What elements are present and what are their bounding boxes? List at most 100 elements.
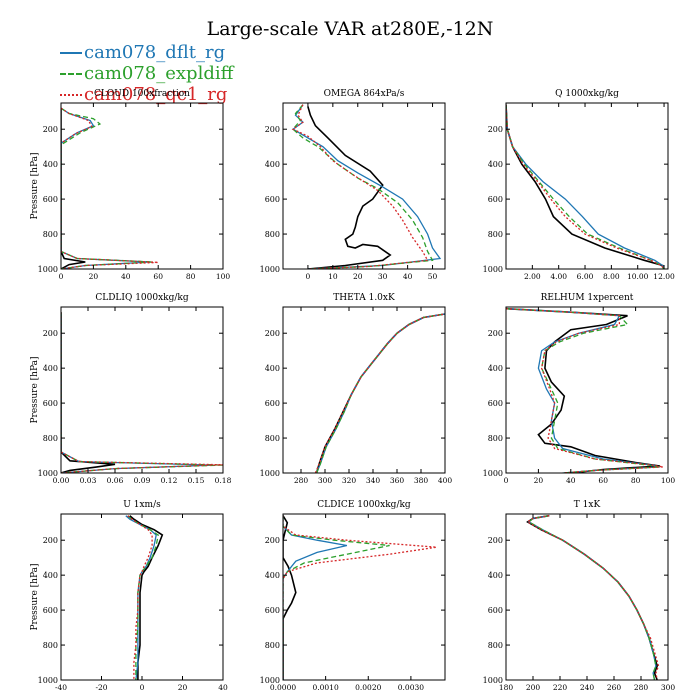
ytick-label-7-3: 800 [265,641,280,650]
series-line-7-2 [283,515,390,680]
panel-frame-7 [282,513,446,681]
ytick-label-7-1: 400 [265,571,280,580]
panel-frame-1 [282,102,446,270]
xtick-label-2-0: 2.00 [524,272,541,281]
xtick-label-7-2: 0.0020 [355,683,381,692]
legend: cam078_dflt_rg cam078_expldiff cam078_qc… [60,42,233,105]
series-line-8-3 [526,515,660,680]
ytick-label-2-2: 600 [488,195,503,204]
legend-label-expldiff: cam078_expldiff [84,63,234,84]
legend-entry-qc1: cam078_qc1_rg [60,84,233,105]
xtick-label-4-3: 340 [366,476,381,485]
xtick-label-1-4: 40 [403,272,413,281]
series-line-4-3 [314,313,445,473]
series-line-5-3 [506,308,664,473]
ytick-label-1-4: 1000 [260,265,280,274]
ytick-label-6-4: 1000 [38,676,58,685]
series-line-4-2 [315,313,445,473]
series-line-8-1 [527,515,657,680]
xtick-label-5-2: 40 [566,476,576,485]
ytick-label-2-4: 1000 [483,265,503,274]
ytick-label-8-1: 400 [488,571,503,580]
xtick-label-4-4: 360 [390,476,405,485]
ytick-label-1-0: 200 [265,125,280,134]
xtick-label-5-1: 20 [534,476,544,485]
ytick-label-1-2: 600 [265,195,280,204]
ytick-label-8-0: 200 [488,536,503,545]
series-line-3-0 [61,312,116,473]
xtick-label-5-3: 60 [598,476,608,485]
ytick-label-6-3: 800 [43,641,58,650]
ytick-label-0-1: 400 [43,160,58,169]
xtick-label-7-3: 0.0030 [398,683,424,692]
ytick-label-6-0: 200 [43,536,58,545]
ytick-label-4-2: 600 [265,399,280,408]
ytick-label-8-2: 600 [488,606,503,615]
series-line-0-2 [61,107,154,269]
panel-frame-3 [60,306,224,474]
series-line-4-1 [315,313,445,473]
xtick-label-8-4: 260 [607,683,622,692]
panel-title-0: CLOUD 100xfraction [94,89,190,99]
panel-6: U 1xm/s 200 400 600 800 1000-40 -20 0 20 40 Pressu… [30,500,228,692]
panel-title-8: T 1xK [574,500,601,510]
series-line-6-0 [129,515,164,680]
xtick-label-0-3: 60 [153,272,163,281]
xtick-label-3-4: 0.12 [161,476,178,485]
ytick-label-4-0: 200 [265,329,280,338]
series-line-1-0 [307,106,392,269]
series-line-5-2 [506,308,661,473]
xtick-label-1-3: 30 [378,272,388,281]
ytick-label-5-2: 600 [488,399,503,408]
xtick-label-2-2: 6.00 [577,272,594,281]
xtick-label-1-0: 0 [306,272,311,281]
series-line-4-0 [315,313,445,473]
ytick-label-6-1: 400 [43,571,58,580]
series-line-7-0 [283,515,297,680]
legend-entry-dflt: cam078_dflt_rg [60,42,233,63]
ytick-label-5-4: 1000 [483,469,503,478]
xtick-label-2-1: 4.00 [550,272,567,281]
series-line-0-0 [61,108,86,269]
ylabel-3: Pressure [hPa] [30,356,40,423]
ytick-label-8-4: 1000 [483,676,503,685]
ytick-label-0-4: 1000 [38,265,58,274]
figure-title: Large-scale VAR at280E,-12N [206,18,494,40]
ytick-label-3-0: 200 [43,329,58,338]
legend-line-dflt [60,51,82,54]
series-line-5-0 [506,307,661,473]
ytick-label-1-1: 400 [265,160,280,169]
ytick-label-7-4: 1000 [260,676,280,685]
xtick-label-1-1: 10 [328,272,338,281]
series-line-8-2 [527,515,657,680]
xtick-label-5-5: 100 [661,476,676,485]
xtick-label-3-2: 0.06 [107,476,124,485]
panel-frame-8 [505,513,669,681]
xtick-label-8-5: 280 [634,683,649,692]
xtick-label-5-4: 80 [631,476,641,485]
ytick-label-0-2: 600 [43,195,58,204]
xtick-label-3-1: 0.03 [80,476,97,485]
ytick-label-0-0: 200 [43,125,58,134]
xtick-label-1-5: 50 [428,272,438,281]
xtick-label-2-4: 10.00 [627,272,649,281]
legend-label-dflt: cam078_dflt_rg [84,42,226,63]
panel-title-4: THETA 1.0xK [333,293,395,303]
ylabel-0: Pressure [hPa] [30,152,40,219]
xtick-label-7-1: 0.0010 [313,683,339,692]
panel-frame-4 [282,306,446,474]
series-line-7-3 [283,515,437,680]
ytick-label-3-1: 400 [43,364,58,373]
panel-2: Q 1000xkg/kg 200 400 600 800 1000 2.00 4.00 6.00… [483,89,675,281]
ytick-label-2-3: 800 [488,230,503,239]
series-line-1-1 [291,104,442,269]
xtick-label-2-3: 8.00 [603,272,620,281]
ytick-label-5-1: 400 [488,364,503,373]
panel-frame-2 [505,102,669,270]
ytick-label-1-3: 800 [265,230,280,239]
xtick-label-7-0: 0.0000 [270,683,296,692]
